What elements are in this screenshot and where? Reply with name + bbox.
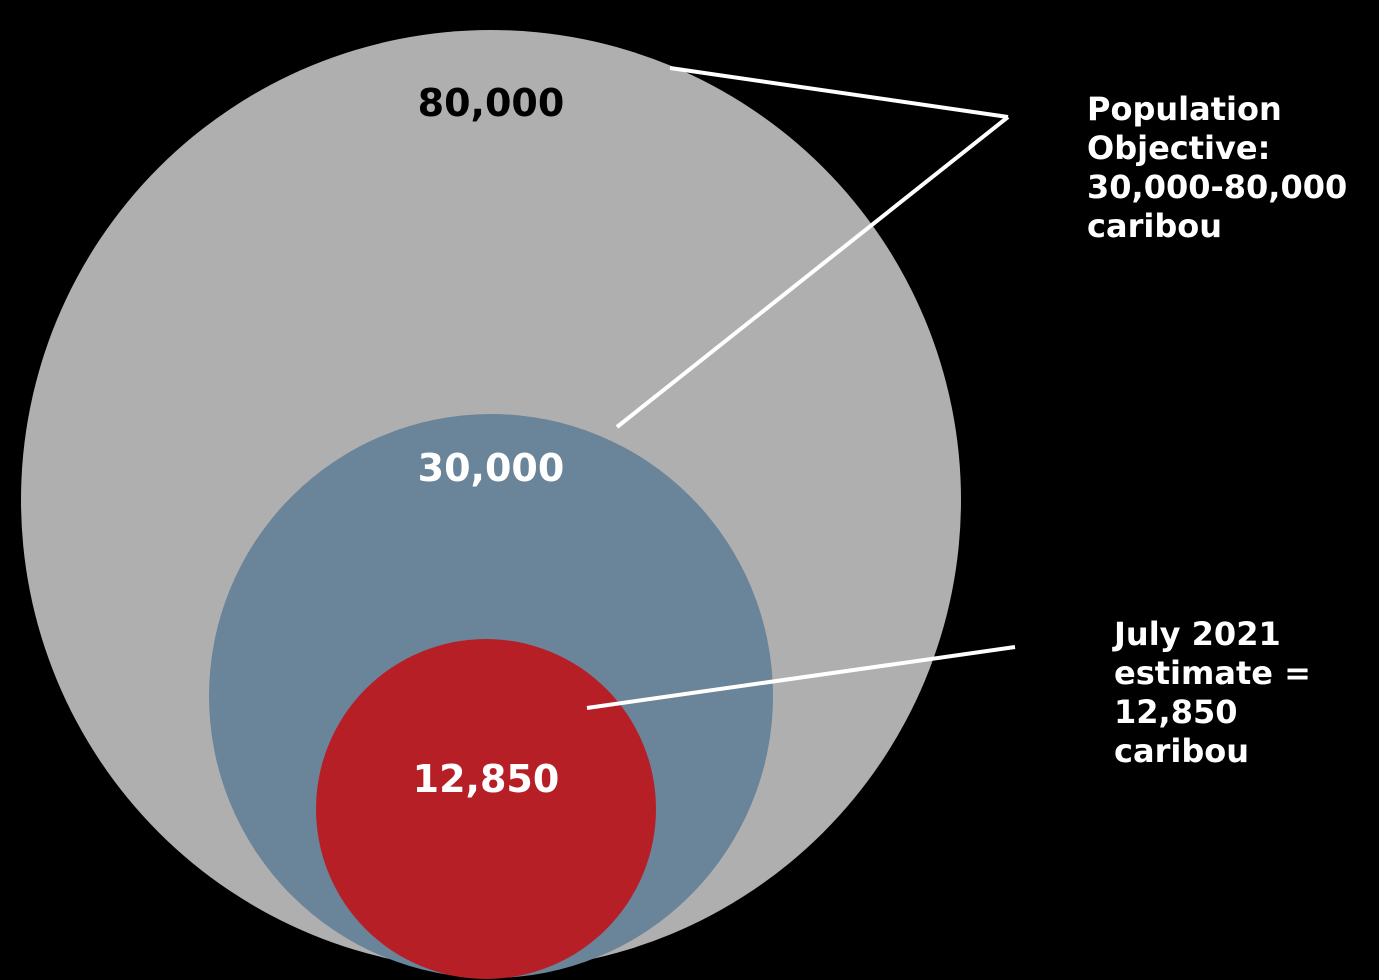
callout-line: July 2021 (1114, 615, 1281, 653)
circle-80000-label: 80,000 (418, 81, 565, 125)
leader-line-objective-top (669, 66, 1009, 119)
circle-30000-label: 30,000 (418, 446, 565, 490)
circle-12850 (316, 639, 656, 979)
callout-line: caribou (1114, 732, 1249, 770)
callout-line: estimate = (1114, 654, 1311, 692)
callout-line: 12,850 (1114, 693, 1238, 731)
leader-line-objective-bottom (615, 115, 1010, 429)
callout-line: caribou (1087, 207, 1222, 245)
callout-line: 30,000-80,000 (1087, 168, 1348, 206)
callout-line: Population (1087, 90, 1282, 128)
circle-12850-label: 12,850 (413, 757, 560, 801)
leader-line-estimate (586, 645, 1016, 710)
callout-line: Objective: (1087, 129, 1271, 167)
july-2021-estimate-callout: July 2021 estimate = 12,850 caribou (1114, 615, 1311, 771)
population-objective-callout: Population Objective: 30,000-80,000 cari… (1087, 90, 1347, 246)
